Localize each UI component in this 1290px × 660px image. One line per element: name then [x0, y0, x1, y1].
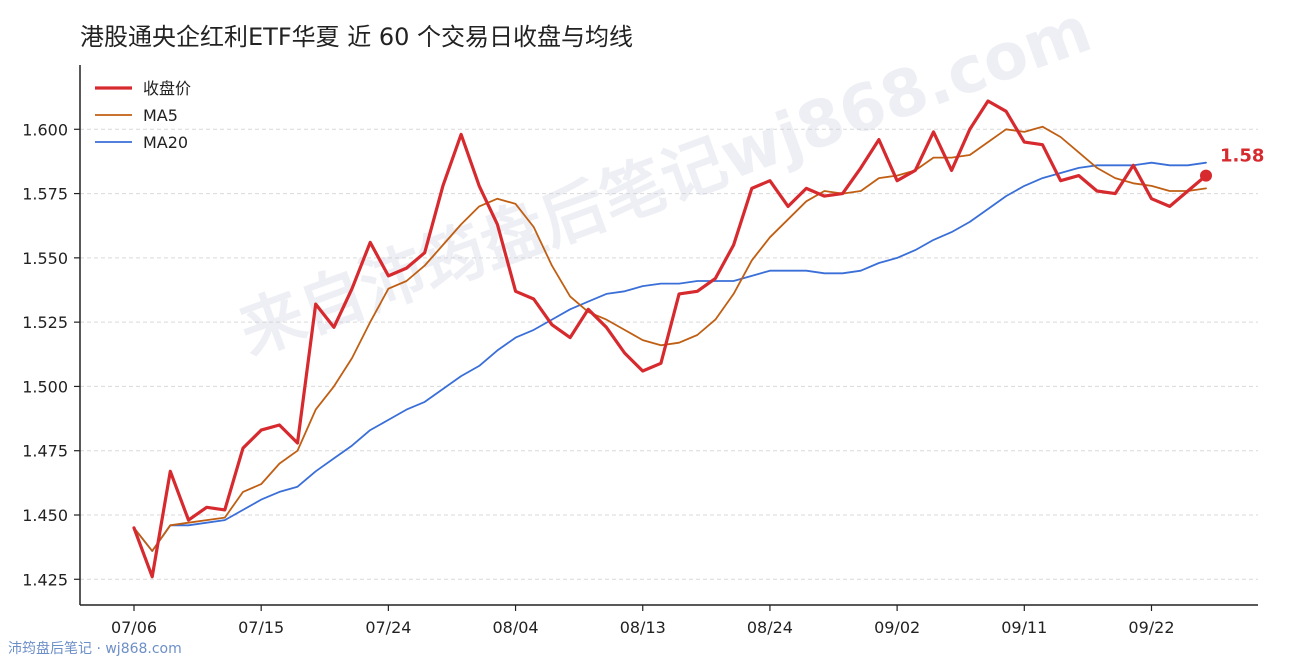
y-tick-label: 1.450	[22, 506, 68, 525]
last-close-label: 1.58	[1220, 146, 1264, 167]
y-tick-label: 1.550	[22, 249, 68, 268]
legend-label: MA20	[143, 133, 188, 152]
y-tick-label: 1.500	[22, 377, 68, 396]
ma5-line	[133, 125, 1207, 552]
x-tick-label: 08/24	[747, 618, 793, 637]
x-tick-label: 07/15	[238, 618, 284, 637]
axes: 1.425 1.450 1.475 1.500 1.525 1.550 1.575 1.600…	[22, 65, 1258, 637]
y-tick-label: 1.575	[22, 185, 68, 204]
ma20-line	[133, 161, 1207, 552]
x-tick-label: 08/13	[620, 618, 666, 637]
last-close-marker	[1200, 169, 1212, 182]
y-tick-label: 1.475	[22, 442, 68, 461]
watermark: 来自沛筠盘后笔记wj868.com	[230, 0, 1101, 370]
x-tick-label: 09/02	[874, 618, 920, 637]
x-tick-label: 07/24	[365, 618, 411, 637]
footer-credit: 沛筠盘后笔记 · wj868.com	[8, 640, 182, 657]
grid	[80, 128, 1258, 580]
y-tick-label: 1.425	[22, 570, 68, 589]
legend-label: MA5	[143, 106, 178, 125]
x-tick-label: 09/11	[1001, 618, 1047, 637]
y-tick-label: 1.600	[22, 120, 68, 139]
x-tick-label: 08/04	[493, 618, 539, 637]
x-tick-label: 09/22	[1128, 618, 1174, 637]
close-price-line	[132, 99, 1208, 579]
legend: 收盘价 MA5 MA20	[95, 79, 191, 152]
y-tick-label: 1.525	[22, 313, 68, 332]
x-tick-label: 07/06	[111, 618, 157, 637]
legend-label: 收盘价	[143, 79, 191, 98]
series-layer: 1.58	[132, 99, 1264, 579]
chart-title: 港股通央企红利ETF华夏 近 60 个交易日收盘与均线	[80, 23, 633, 51]
